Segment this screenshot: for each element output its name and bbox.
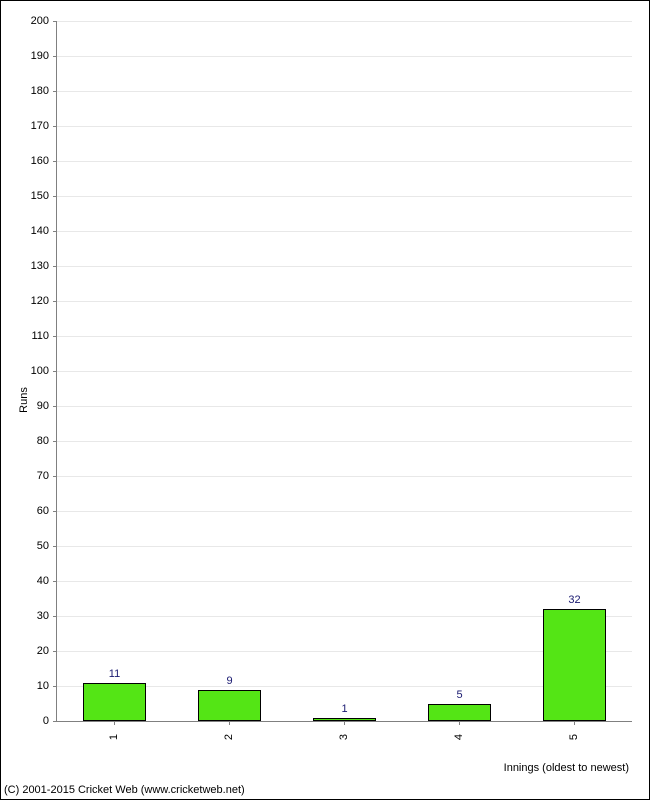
y-tick-label: 150 (9, 190, 49, 202)
x-tick-label: 3 (338, 734, 350, 740)
x-tick-mark (114, 721, 115, 725)
y-tick-mark (53, 231, 57, 232)
y-tick-label: 130 (9, 260, 49, 272)
y-tick-label: 140 (9, 225, 49, 237)
chart-container: 1191532 Runs Innings (oldest to newest) … (0, 0, 650, 800)
y-tick-label: 200 (9, 15, 49, 27)
gridline (57, 126, 632, 127)
bar-value-label: 9 (226, 675, 232, 687)
y-tick-mark (53, 616, 57, 617)
y-tick-label: 120 (9, 295, 49, 307)
gridline (57, 581, 632, 582)
gridline (57, 266, 632, 267)
y-tick-label: 90 (9, 400, 49, 412)
y-tick-label: 190 (9, 50, 49, 62)
y-tick-mark (53, 91, 57, 92)
x-tick-mark (344, 721, 345, 725)
gridline (57, 371, 632, 372)
gridline (57, 91, 632, 92)
gridline (57, 336, 632, 337)
y-tick-label: 80 (9, 435, 49, 447)
x-axis-label: Innings (oldest to newest) (504, 762, 629, 774)
bar-value-label: 1 (341, 703, 347, 715)
y-tick-mark (53, 196, 57, 197)
gridline (57, 301, 632, 302)
plot-area: 11 9 1 5 32 (56, 21, 632, 722)
x-tick-mark (229, 721, 230, 725)
copyright-text: (C) 2001-2015 Cricket Web (www.cricketwe… (4, 784, 245, 796)
gridline (57, 441, 632, 442)
y-tick-mark (53, 21, 57, 22)
y-tick-mark (53, 336, 57, 337)
gridline (57, 546, 632, 547)
gridline (57, 21, 632, 22)
gridline (57, 196, 632, 197)
y-tick-mark (53, 161, 57, 162)
y-tick-label: 170 (9, 120, 49, 132)
y-tick-mark (53, 266, 57, 267)
y-tick-label: 180 (9, 85, 49, 97)
y-tick-mark (53, 126, 57, 127)
bar-value-label: 32 (568, 594, 580, 606)
bar (543, 609, 606, 721)
bar (83, 683, 146, 722)
y-tick-label: 70 (9, 470, 49, 482)
y-tick-mark (53, 441, 57, 442)
x-tick-label: 1 (108, 734, 120, 740)
bar (198, 690, 261, 722)
y-tick-label: 160 (9, 155, 49, 167)
bar (428, 704, 491, 722)
x-tick-label: 5 (568, 734, 580, 740)
y-tick-mark (53, 686, 57, 687)
y-tick-mark (53, 56, 57, 57)
y-tick-label: 0 (9, 715, 49, 727)
gridline (57, 161, 632, 162)
bar (313, 718, 376, 722)
y-tick-mark (53, 581, 57, 582)
gridline (57, 56, 632, 57)
bar-value-label: 5 (456, 689, 462, 701)
gridline (57, 511, 632, 512)
y-tick-mark (53, 511, 57, 512)
y-tick-mark (53, 651, 57, 652)
y-tick-mark (53, 371, 57, 372)
y-tick-mark (53, 406, 57, 407)
y-tick-mark (53, 301, 57, 302)
y-tick-label: 60 (9, 505, 49, 517)
gridline (57, 406, 632, 407)
y-tick-label: 40 (9, 575, 49, 587)
y-tick-mark (53, 546, 57, 547)
x-tick-label: 4 (453, 734, 465, 740)
y-tick-mark (53, 721, 57, 722)
y-tick-label: 110 (9, 330, 49, 342)
y-tick-mark (53, 476, 57, 477)
bar-value-label: 11 (109, 668, 120, 680)
gridline (57, 231, 632, 232)
x-tick-label: 2 (223, 734, 235, 740)
gridline (57, 476, 632, 477)
y-tick-label: 10 (9, 680, 49, 692)
y-tick-label: 20 (9, 645, 49, 657)
y-tick-label: 100 (9, 365, 49, 377)
x-tick-mark (574, 721, 575, 725)
y-tick-label: 30 (9, 610, 49, 622)
x-tick-mark (459, 721, 460, 725)
y-tick-label: 50 (9, 540, 49, 552)
